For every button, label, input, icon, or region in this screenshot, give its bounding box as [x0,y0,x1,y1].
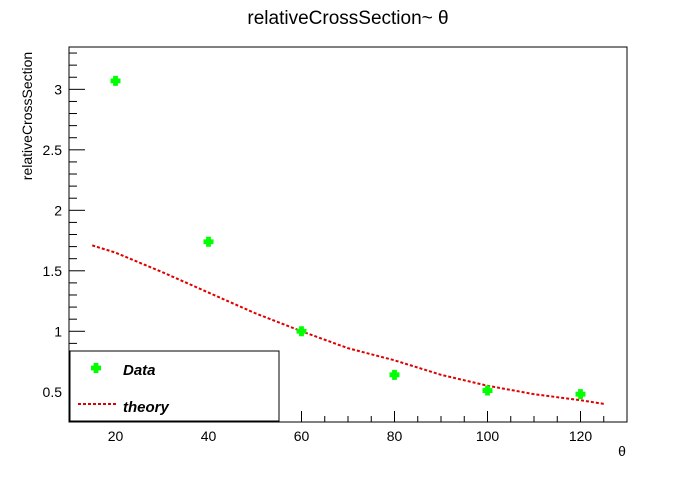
data-point [203,236,214,247]
legend-data-label: Data [123,362,156,379]
x-tick-label: 80 [387,428,403,444]
x-tick-label: 40 [201,428,217,444]
data-point [296,326,307,337]
y-tick-label: 1.5 [43,263,63,279]
axis-tick-labels: 20 40 60 80 100 120 0.5 1 1.5 2 2.5 3 [43,81,593,444]
data-point [389,369,400,380]
x-tick-label: 100 [476,428,500,444]
x-tick-label: 20 [108,428,124,444]
y-tick-label: 2.5 [43,142,63,158]
x-tick-label: 120 [569,428,593,444]
y-axis-label: relativeCrossSection [19,52,35,180]
theory-line [91,244,604,405]
x-tick-label: 60 [294,428,310,444]
data-point [575,389,586,400]
x-axis-label: θ [618,443,626,459]
legend-data-marker [91,363,101,373]
legend-box [69,350,280,422]
data-points [110,75,586,400]
data-point [482,385,493,396]
legend-theory-label: theory [123,399,170,416]
y-tick-label: 1 [54,323,62,339]
y-tick-label: 2 [54,202,62,218]
legend: Data theory [69,350,280,422]
y-tick-label: 0.5 [43,384,63,400]
legend-data-point [91,363,101,373]
y-tick-label: 3 [54,81,62,97]
chart-title: relativeCrossSection~ θ [247,8,448,29]
data-point [110,75,121,86]
